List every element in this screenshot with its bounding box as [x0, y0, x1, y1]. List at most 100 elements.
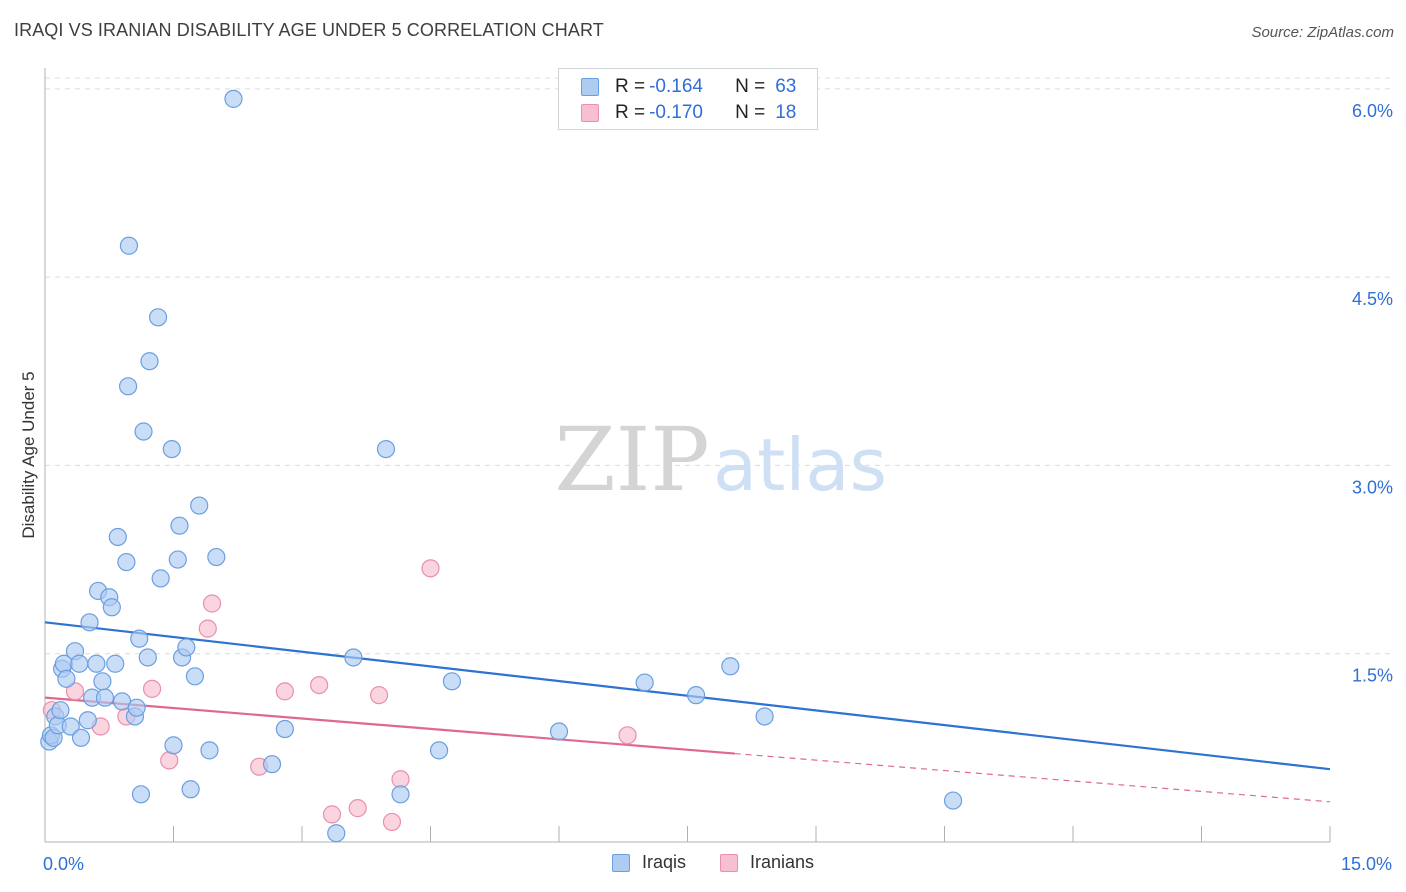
- iranians-point: [382, 812, 402, 832]
- iraqis-point: [127, 698, 146, 717]
- iraqis-point: [170, 516, 189, 535]
- iraqis-point: [131, 785, 151, 804]
- iranians-trend-line: [44, 696, 735, 755]
- iraqis-point: [181, 780, 200, 799]
- iranians-point: [370, 686, 389, 705]
- iraqis-point: [376, 439, 396, 459]
- iraqis-point: [78, 711, 97, 730]
- iraqis-point: [185, 667, 205, 686]
- iraqis-point: [106, 654, 125, 673]
- legend-row-iraqis: R = -0.164 N = 63: [581, 75, 796, 99]
- iraqis-point: [117, 552, 136, 572]
- iranians-legend-label: Iranians: [750, 852, 815, 872]
- iraqis-point: [162, 439, 181, 459]
- iraqis-point: [429, 741, 449, 760]
- iraqis-point: [61, 717, 80, 736]
- iraqis-point: [87, 654, 106, 673]
- iraqis-point: [164, 736, 183, 755]
- iraqis-point: [549, 722, 569, 741]
- iraqis-point: [95, 688, 115, 707]
- iranians-point: [421, 559, 440, 578]
- iraqis-point: [686, 686, 706, 705]
- iranians-point: [65, 682, 85, 701]
- iraqis-point: [71, 728, 91, 747]
- r-value: -0.164: [649, 76, 703, 97]
- iraqis-point: [51, 701, 70, 720]
- trend-lines: [44, 621, 1331, 803]
- iraqis-point: [168, 550, 187, 569]
- iranians-point: [310, 675, 329, 695]
- y-tick-label: 4.5%: [1352, 289, 1393, 309]
- n-value: 18: [775, 102, 797, 123]
- iranians-point: [198, 619, 217, 638]
- y-axis-label: Disability Age Under 5: [19, 371, 38, 538]
- iraqis-point: [57, 669, 76, 688]
- x-tick-label: 0.0%: [43, 854, 84, 874]
- iraqis-point: [134, 422, 153, 441]
- y-tick-label: 1.5%: [1352, 666, 1393, 686]
- iraqis-swatch: [581, 78, 599, 96]
- iranians-point: [202, 594, 222, 613]
- source-label: Source: ZipAtlas.com: [1251, 24, 1394, 41]
- iraqis-point: [207, 547, 226, 567]
- iranians-point: [618, 726, 637, 745]
- iranians-legend-swatch: [720, 853, 739, 872]
- iraqis-legend-label: Iraqis: [642, 852, 687, 872]
- chart-title: IRAQI VS IRANIAN DISABILITY AGE UNDER 5 …: [14, 20, 604, 40]
- iraqis-point: [943, 791, 963, 810]
- iraqis-point: [721, 657, 740, 676]
- iraqis-point: [442, 672, 462, 691]
- iraqis-point: [755, 707, 774, 726]
- watermark-zip: ZIP: [554, 408, 709, 511]
- iranians-points: [42, 559, 637, 832]
- iraqis-point: [635, 673, 654, 692]
- iranians-point: [142, 679, 162, 698]
- n-value: 63: [775, 76, 797, 97]
- r-label: R =: [615, 76, 646, 97]
- watermark: ZIP atlas: [554, 408, 887, 511]
- iraqis-point: [327, 824, 346, 843]
- iranians-point: [160, 751, 179, 770]
- r-value: -0.170: [649, 102, 703, 123]
- legend-item-iraqis[interactable]: Iraqis: [612, 852, 686, 873]
- iraqis-point: [151, 569, 170, 588]
- legend-item-iranians[interactable]: Iranians: [720, 852, 814, 873]
- iraqis-point: [200, 741, 219, 760]
- watermark-atlas: atlas: [713, 423, 887, 507]
- grid-lines: [45, 77, 1392, 655]
- iranians-point: [322, 805, 342, 824]
- iraqis-point: [148, 308, 168, 327]
- n-label: N =: [735, 76, 766, 97]
- iraqis-point: [93, 672, 112, 691]
- iraqis-point: [80, 613, 99, 632]
- iraqis-point: [70, 654, 89, 673]
- iraqis-points: [40, 89, 963, 843]
- n-label: N =: [735, 102, 766, 123]
- iraqis-point: [190, 496, 209, 515]
- iraqis-point: [344, 648, 363, 667]
- tick-labels: 1.5% 3.0% 4.5% 6.0% 0.0% 15.0%: [43, 101, 1393, 874]
- iranians-trend-extension: [734, 752, 1331, 803]
- x-tick-label: 15.0%: [1341, 854, 1392, 874]
- iranians-point: [275, 682, 294, 701]
- y-tick-label: 6.0%: [1352, 101, 1393, 121]
- legend-row-iranians: R = -0.170 N = 18: [581, 101, 796, 125]
- iranians-swatch: [581, 104, 599, 122]
- iranians-point: [348, 799, 367, 818]
- stats-legend: R = -0.164 N = 63 R = -0.170 N = 18: [558, 68, 818, 130]
- iraqis-point: [391, 785, 410, 804]
- iraqis-point: [177, 638, 196, 657]
- r-label: R =: [615, 102, 646, 123]
- iranians-point: [391, 770, 410, 789]
- iraqis-point: [275, 719, 294, 739]
- iraqis-point: [262, 755, 282, 774]
- iraqis-point: [140, 352, 159, 371]
- iraqis-point: [102, 598, 121, 617]
- iraqis-point: [119, 236, 139, 255]
- iraqis-point: [130, 629, 149, 648]
- iraqis-point: [224, 89, 243, 108]
- iraqis-point: [118, 377, 138, 396]
- iraqis-point: [108, 527, 127, 547]
- y-tick-label: 3.0%: [1352, 477, 1393, 497]
